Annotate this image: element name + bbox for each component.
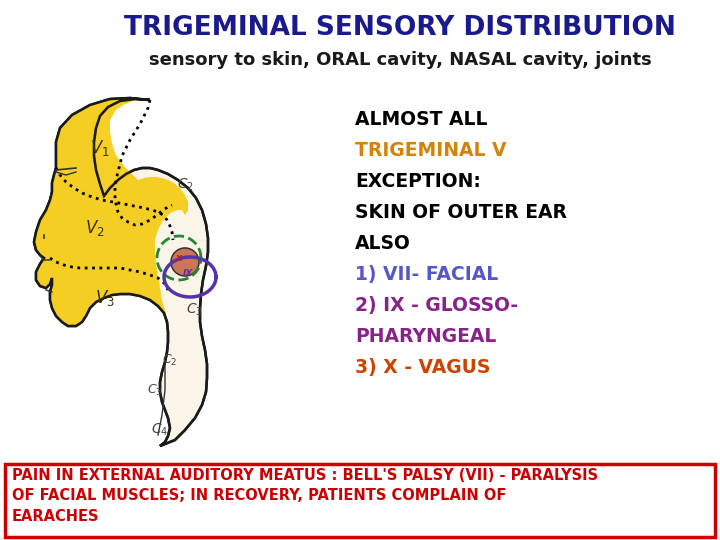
- Text: EXCEPTION:: EXCEPTION:: [355, 172, 481, 191]
- FancyBboxPatch shape: [5, 464, 715, 537]
- Text: ALMOST ALL: ALMOST ALL: [355, 110, 487, 129]
- Text: 1) VII- FACIAL: 1) VII- FACIAL: [355, 265, 498, 284]
- Text: $V_1$: $V_1$: [90, 138, 110, 158]
- Text: $C_2$: $C_2$: [162, 353, 178, 368]
- Text: 2) IX - GLOSSO-: 2) IX - GLOSSO-: [355, 296, 518, 315]
- Polygon shape: [34, 98, 208, 446]
- Text: ALSO: ALSO: [355, 234, 411, 253]
- Text: TRIGEMINAL V: TRIGEMINAL V: [355, 141, 506, 160]
- Text: x: x: [176, 253, 182, 263]
- Text: IX: IX: [183, 269, 193, 279]
- Text: $C_4$: $C_4$: [151, 422, 168, 438]
- Polygon shape: [34, 98, 188, 342]
- Text: $V_2$: $V_2$: [85, 218, 105, 238]
- Text: PAIN IN EXTERNAL AUDITORY MEATUS : BELL'S PALSY (VII) - PARALYSIS
OF FACIAL MUSC: PAIN IN EXTERNAL AUDITORY MEATUS : BELL'…: [12, 468, 598, 524]
- Text: 3) X - VAGUS: 3) X - VAGUS: [355, 358, 490, 377]
- Text: TRIGEMINAL SENSORY DISTRIBUTION: TRIGEMINAL SENSORY DISTRIBUTION: [124, 15, 676, 41]
- Text: sensory to skin, ORAL cavity, NASAL cavity, joints: sensory to skin, ORAL cavity, NASAL cavi…: [148, 51, 652, 69]
- Text: $V_3$: $V_3$: [95, 288, 115, 308]
- Text: SKIN OF OUTER EAR: SKIN OF OUTER EAR: [355, 203, 567, 222]
- Text: $C_2$: $C_2$: [176, 177, 194, 193]
- Text: $C_3$: $C_3$: [186, 302, 204, 318]
- Text: $C_3$: $C_3$: [147, 382, 163, 397]
- Text: PHARYNGEAL: PHARYNGEAL: [355, 327, 496, 346]
- Circle shape: [171, 248, 199, 276]
